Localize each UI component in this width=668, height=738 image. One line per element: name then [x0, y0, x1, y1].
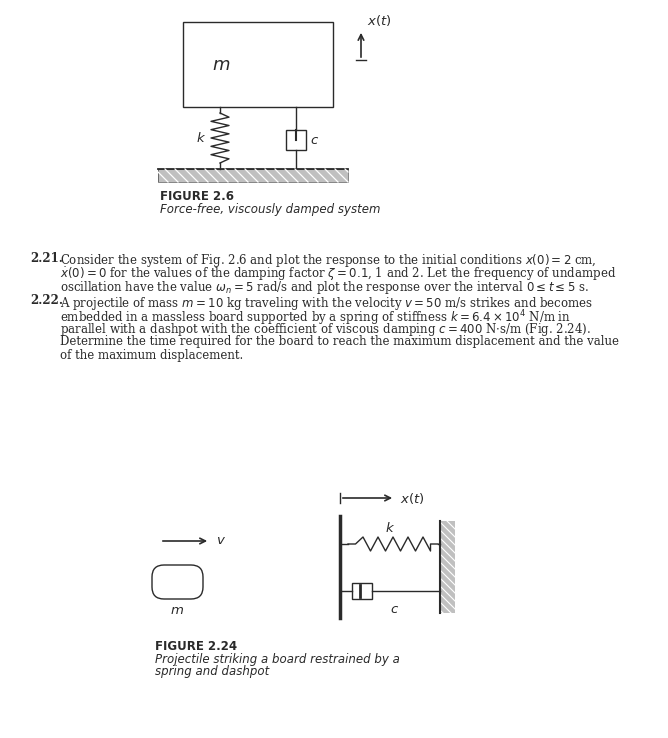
Text: Consider the system of Fig. 2.6 and plot the response to the initial conditions : Consider the system of Fig. 2.6 and plot…	[60, 252, 597, 269]
Bar	[440, 521, 455, 613]
Text: $c$: $c$	[390, 603, 399, 616]
Text: Force-free, viscously damped system: Force-free, viscously damped system	[160, 203, 381, 216]
Bar	[158, 169, 348, 182]
Text: $x(t)$: $x(t)$	[367, 13, 391, 28]
Text: $m$: $m$	[212, 55, 230, 74]
Bar	[183, 22, 333, 107]
Bar	[286, 130, 306, 150]
FancyBboxPatch shape	[152, 565, 203, 599]
Bar	[352, 583, 372, 599]
Text: parallel with a dashpot with the coefficient of viscous damping $c=400$ N$\cdot$: parallel with a dashpot with the coeffic…	[60, 322, 591, 339]
Text: $c$: $c$	[310, 134, 319, 147]
Text: Projectile striking a board restrained by a: Projectile striking a board restrained b…	[155, 653, 400, 666]
Text: FIGURE 2.6: FIGURE 2.6	[160, 190, 234, 203]
Text: $\dot{x}(0)=0$ for the values of the damping factor $\zeta=0.1$, 1 and 2. Let th: $\dot{x}(0)=0$ for the values of the dam…	[60, 266, 616, 283]
Text: oscillation have the value $\omega_n=5$ rad/s and plot the response over the int: oscillation have the value $\omega_n=5$ …	[60, 279, 589, 296]
Text: $k$: $k$	[196, 131, 206, 145]
Bar	[158, 169, 348, 182]
Text: FIGURE 2.24: FIGURE 2.24	[155, 640, 237, 653]
Text: $k$: $k$	[385, 521, 395, 535]
Text: 2.22.: 2.22.	[30, 294, 63, 308]
Text: of the maximum displacement.: of the maximum displacement.	[60, 348, 243, 362]
Text: embedded in a massless board supported by a spring of stiffness $k=6.4\times 10^: embedded in a massless board supported b…	[60, 308, 571, 328]
Text: 2.21.: 2.21.	[30, 252, 63, 265]
Text: A projectile of mass $m=10$ kg traveling with the velocity $v=50$ m/s strikes an: A projectile of mass $m=10$ kg traveling…	[60, 294, 593, 311]
Text: spring and dashpot: spring and dashpot	[155, 665, 269, 678]
Text: Determine the time required for the board to reach the maximum displacement and : Determine the time required for the boar…	[60, 335, 619, 348]
Text: $m$: $m$	[170, 604, 184, 617]
Text: $v$: $v$	[216, 534, 226, 548]
Text: $x(t)$: $x(t)$	[400, 491, 425, 506]
